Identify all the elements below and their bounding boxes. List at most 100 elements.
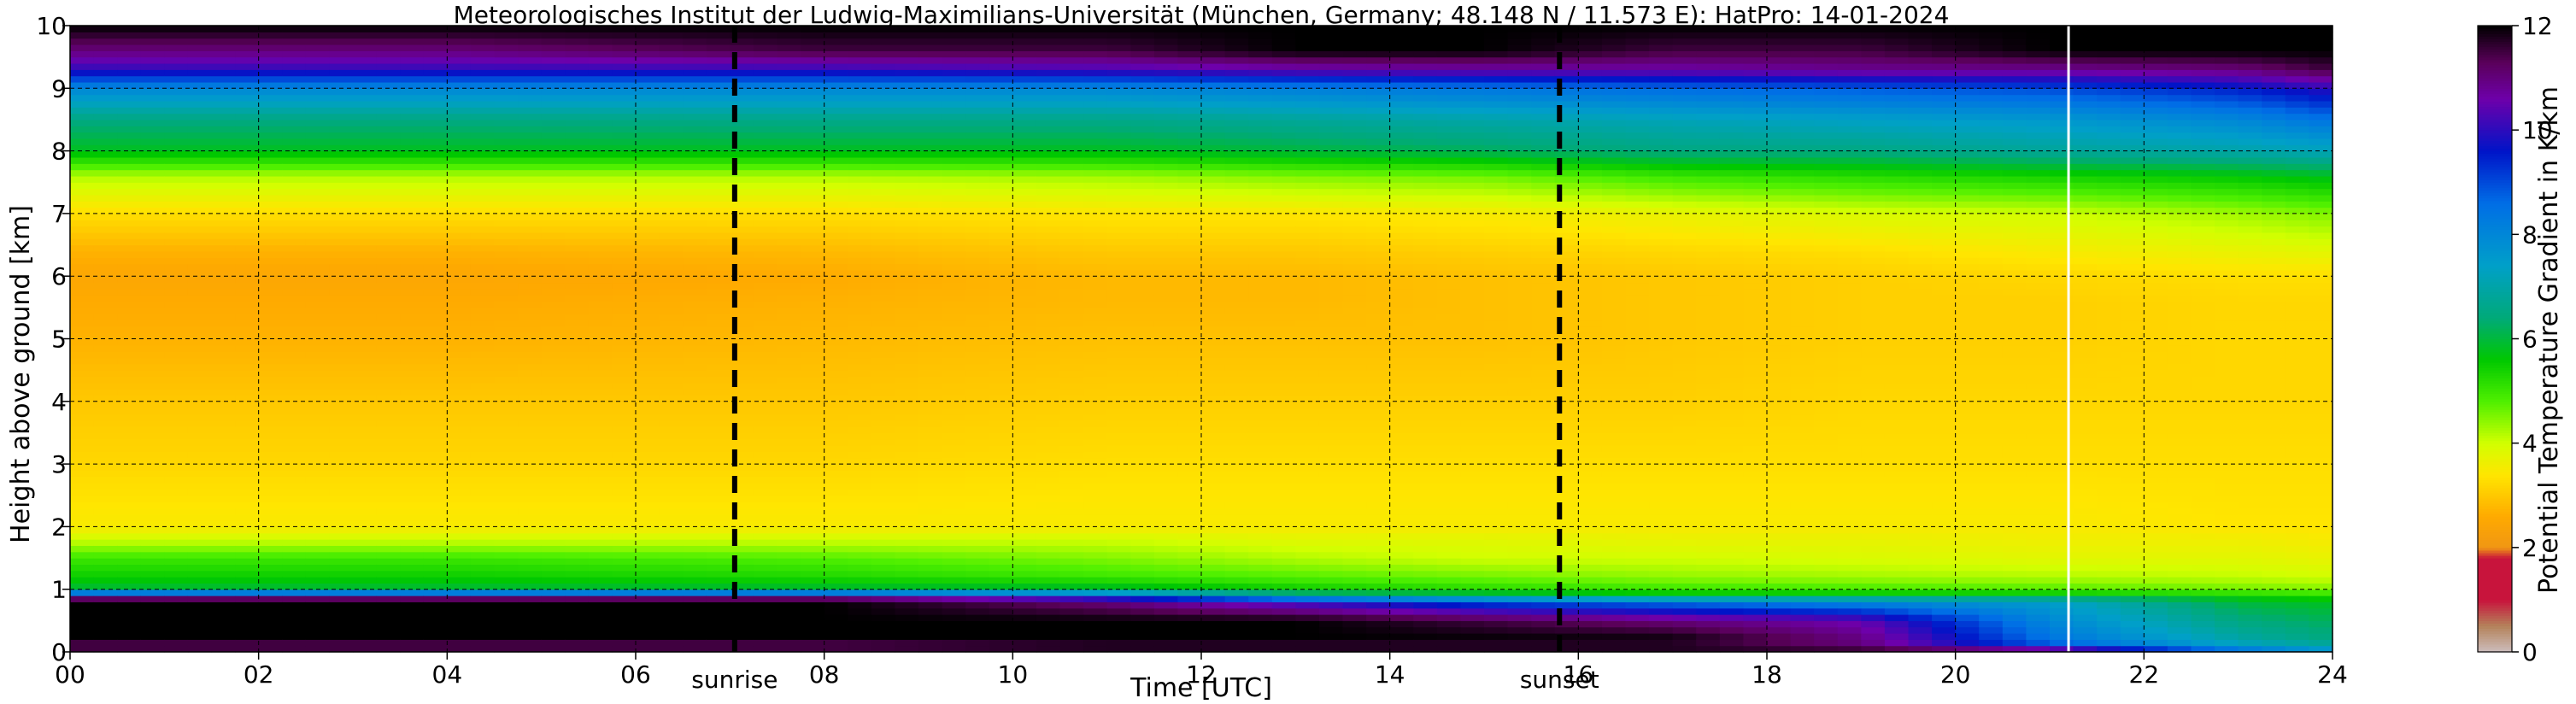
heatmap-cell — [140, 489, 165, 496]
heatmap-cell — [470, 69, 496, 77]
heatmap-cell — [518, 589, 543, 596]
heatmap-cell — [140, 564, 165, 572]
heatmap-cell — [494, 539, 519, 546]
heatmap-cell — [1059, 226, 1084, 233]
heatmap-cell — [541, 244, 566, 252]
heatmap-cell — [1012, 26, 1037, 32]
heatmap-cell — [777, 507, 801, 515]
heatmap-cell — [1153, 395, 1179, 402]
heatmap-cell — [400, 100, 425, 108]
heatmap-cell — [1083, 502, 1108, 509]
heatmap-cell — [848, 126, 872, 133]
heatmap-cell — [1106, 564, 1131, 572]
heatmap-cell — [1012, 532, 1037, 540]
heatmap-cell — [447, 513, 472, 521]
heatmap-cell — [706, 363, 731, 371]
heatmap-cell — [706, 520, 731, 527]
heatmap-cell — [659, 194, 684, 202]
heatmap-cell — [871, 156, 896, 164]
heatmap-cell — [1059, 144, 1084, 152]
heatmap-cell — [353, 182, 378, 190]
heatmap-cell — [258, 107, 283, 114]
heatmap-cell — [730, 213, 754, 220]
heatmap-cell — [1106, 144, 1131, 152]
heatmap-cell — [1012, 570, 1037, 578]
heatmap-cell — [565, 119, 590, 126]
heatmap-cell — [305, 81, 331, 89]
heatmap-cell — [187, 282, 213, 290]
heatmap-cell — [1130, 432, 1155, 440]
heatmap-cell — [612, 107, 637, 114]
heatmap-cell — [470, 94, 496, 102]
heatmap-cell — [612, 539, 637, 546]
heatmap-cell — [636, 232, 660, 239]
heatmap-cell — [353, 320, 378, 327]
heatmap-cell — [140, 201, 165, 208]
heatmap-cell — [470, 44, 496, 51]
heatmap-cell — [541, 426, 566, 434]
heatmap-cell — [329, 595, 354, 602]
heatmap-cell — [730, 138, 754, 145]
heatmap-cell — [706, 607, 731, 615]
heatmap-cell — [258, 156, 283, 164]
heatmap-cell — [258, 50, 283, 58]
heatmap-cell — [895, 44, 919, 51]
heatmap-cell — [541, 370, 566, 378]
heatmap-cell — [376, 483, 401, 490]
heatmap-cell — [329, 232, 354, 239]
heatmap-cell — [848, 94, 872, 102]
heatmap-cell — [329, 520, 354, 527]
heatmap-cell — [1036, 545, 1061, 553]
heatmap-cell — [918, 32, 943, 39]
heatmap-cell — [588, 589, 613, 596]
heatmap-cell — [565, 257, 590, 265]
heatmap-cell — [588, 351, 613, 359]
heatmap-cell — [895, 332, 919, 340]
heatmap-cell — [753, 577, 778, 584]
heatmap-cell — [1201, 62, 1226, 70]
heatmap-cell — [305, 570, 331, 578]
heatmap-cell — [258, 332, 283, 340]
heatmap-cell — [376, 470, 401, 478]
heatmap-cell — [895, 401, 919, 408]
heatmap-cell — [918, 376, 943, 384]
heatmap-cell — [211, 81, 236, 89]
heatmap-cell — [258, 32, 283, 39]
heatmap-cell — [965, 470, 990, 478]
heatmap-cell — [848, 314, 872, 321]
heatmap-cell — [683, 288, 707, 296]
heatmap-cell — [376, 577, 401, 584]
heatmap-cell — [1059, 583, 1084, 590]
heatmap-cell — [235, 495, 260, 502]
heatmap-cell — [683, 577, 707, 584]
heatmap-cell — [93, 395, 118, 402]
heatmap-cell — [117, 357, 142, 365]
heatmap-cell — [918, 182, 943, 190]
heatmap-cell — [683, 620, 707, 628]
heatmap-cell — [588, 44, 613, 51]
heatmap-cell — [659, 476, 684, 484]
heatmap-cell — [1106, 595, 1131, 602]
heatmap-cell — [588, 401, 613, 408]
heatmap-cell — [801, 188, 825, 196]
heatmap-cell — [588, 513, 613, 521]
heatmap-cell — [1083, 144, 1108, 152]
heatmap-cell — [187, 476, 213, 484]
heatmap-cell — [989, 589, 1013, 596]
heatmap-cell — [140, 188, 165, 196]
heatmap-cell — [518, 288, 543, 296]
heatmap-cell — [730, 132, 754, 139]
heatmap-cell — [117, 489, 142, 496]
heatmap-cell — [706, 314, 731, 321]
heatmap-cell — [93, 44, 118, 51]
heatmap-cell — [93, 156, 118, 164]
heatmap-cell — [470, 502, 496, 509]
heatmap-cell — [447, 532, 472, 540]
heatmap-cell — [470, 432, 496, 440]
heatmap-cell — [1106, 401, 1131, 408]
heatmap-cell — [494, 138, 519, 145]
heatmap-cell — [1130, 395, 1155, 402]
heatmap-cell — [70, 163, 95, 171]
heatmap-cell — [1153, 119, 1179, 126]
heatmap-cell — [423, 338, 448, 346]
